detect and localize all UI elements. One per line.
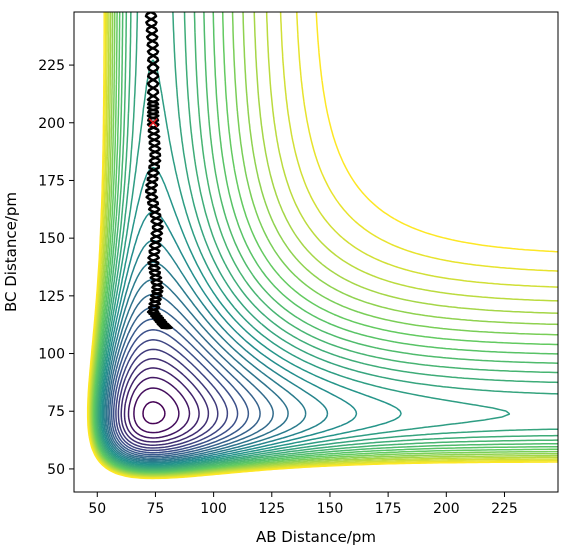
contour-line [91,12,558,475]
contour-line [123,367,200,443]
x-tick-label: 125 [258,501,285,517]
y-tick-label: 200 [38,116,65,132]
contour-line [104,261,307,462]
x-axis-ticks: 50 75 100 125 150 175 200 225 [88,492,518,517]
y-axis-label: BC Distance/pm [2,192,20,312]
x-tick-label: 100 [200,501,227,517]
contour-line [89,12,558,477]
x-tick-label: 200 [433,501,460,517]
y-tick-label: 175 [38,173,65,189]
y-tick-label: 125 [38,289,65,305]
y-tick-label: 150 [38,231,65,247]
contour-line [107,293,274,459]
contour-line [99,59,511,468]
contour-line [95,12,558,471]
contour-line [92,12,558,474]
contour-line [94,12,558,472]
x-tick-label: 75 [147,501,165,517]
contour-line [133,387,180,434]
x-tick-label: 150 [317,501,344,517]
y-axis-ticks: 50 75 100 125 150 175 200 225 [38,58,74,478]
contour-line [93,12,558,473]
x-tick-label: 175 [375,501,402,517]
contour-line [101,211,358,465]
contour-line [105,278,289,461]
contour-line [112,329,239,454]
x-tick-label: 225 [491,501,518,517]
contour-lines [86,12,558,480]
trajectory-line [145,12,173,330]
contour-line [90,12,558,476]
contour-line [117,348,219,449]
plot-background [74,12,558,492]
x-tick-label: 50 [88,501,106,517]
contour-line [88,12,558,478]
contour-line [102,239,329,464]
contour-line [127,376,191,439]
plot-frame [73,11,559,493]
contour-line [142,401,166,425]
trajectory-line [144,12,173,330]
y-tick-label: 100 [38,347,65,363]
contour-line [115,339,229,452]
y-tick-label: 225 [38,58,65,74]
contour-line [86,12,558,480]
contour-line [96,12,558,470]
contour-line [109,306,261,458]
contour-line [120,357,210,446]
y-tick-label: 50 [47,462,65,478]
contour-line [97,12,558,469]
x-axis-label: AB Distance/pm [256,528,376,546]
contour-line [90,12,558,477]
trajectory-layer [144,12,173,330]
y-tick-label: 75 [47,404,65,420]
start-marker [148,118,158,128]
